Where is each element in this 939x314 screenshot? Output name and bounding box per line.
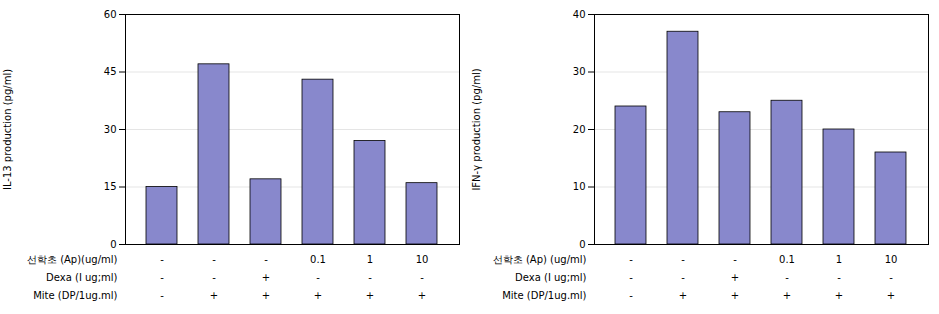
svg-text:-: - [681,272,685,283]
svg-text:Mite (DP/1ug.ml): Mite (DP/1ug.ml) [502,290,586,301]
svg-text:45: 45 [104,66,117,77]
svg-text:1: 1 [836,254,842,265]
svg-text:-: - [837,272,841,283]
svg-text:+: + [366,290,374,301]
svg-text:+: + [210,290,218,301]
svg-text:40: 40 [573,9,586,20]
svg-text:-: - [160,272,164,283]
svg-text:-: - [629,290,633,301]
svg-text:30: 30 [104,124,117,135]
svg-text:30: 30 [573,66,586,77]
svg-text:+: + [679,290,687,301]
svg-text:+: + [731,290,739,301]
svg-text:-: - [629,254,633,265]
svg-text:-: - [368,272,372,283]
svg-text:+: + [418,290,426,301]
svg-text:-: - [160,290,164,301]
svg-text:IL-13 production (pg/ml): IL-13 production (pg/ml) [2,69,13,190]
svg-text:IFN-γ production (pg/ml): IFN-γ production (pg/ml) [471,68,482,190]
svg-text:-: - [212,254,216,265]
svg-text:0.1: 0.1 [310,254,326,265]
svg-text:10: 10 [573,181,586,192]
svg-text:+: + [262,272,270,283]
svg-text:10: 10 [416,254,429,265]
svg-text:60: 60 [104,9,117,20]
svg-text:+: + [731,272,739,283]
svg-text:+: + [835,290,843,301]
svg-text:-: - [264,254,268,265]
svg-text:선학초 (Ap) (ug/ml): 선학초 (Ap) (ug/ml) [493,254,587,265]
svg-text:Dexa (I ug;ml): Dexa (I ug;ml) [515,272,587,283]
svg-text:-: - [785,272,789,283]
svg-text:20: 20 [573,124,586,135]
svg-text:10: 10 [885,254,898,265]
svg-text:1: 1 [367,254,373,265]
svg-text:+: + [314,290,322,301]
svg-text:0: 0 [110,239,116,250]
svg-text:-: - [629,272,633,283]
svg-text:Mite (DP/1ug.ml): Mite (DP/1ug.ml) [33,290,117,301]
svg-text:0.1: 0.1 [779,254,795,265]
svg-text:-: - [212,272,216,283]
svg-text:15: 15 [104,181,117,192]
svg-text:-: - [420,272,424,283]
svg-text:-: - [316,272,320,283]
svg-text:0: 0 [579,239,585,250]
svg-text:선학초 (Ap)(ug/ml): 선학초 (Ap)(ug/ml) [27,254,118,265]
svg-text:+: + [887,290,895,301]
svg-text:-: - [733,254,737,265]
svg-text:+: + [262,290,270,301]
svg-text:Dexa (I ug;ml): Dexa (I ug;ml) [46,272,118,283]
svg-text:-: - [160,254,164,265]
svg-text:-: - [681,254,685,265]
svg-text:-: - [889,272,893,283]
svg-text:+: + [783,290,791,301]
